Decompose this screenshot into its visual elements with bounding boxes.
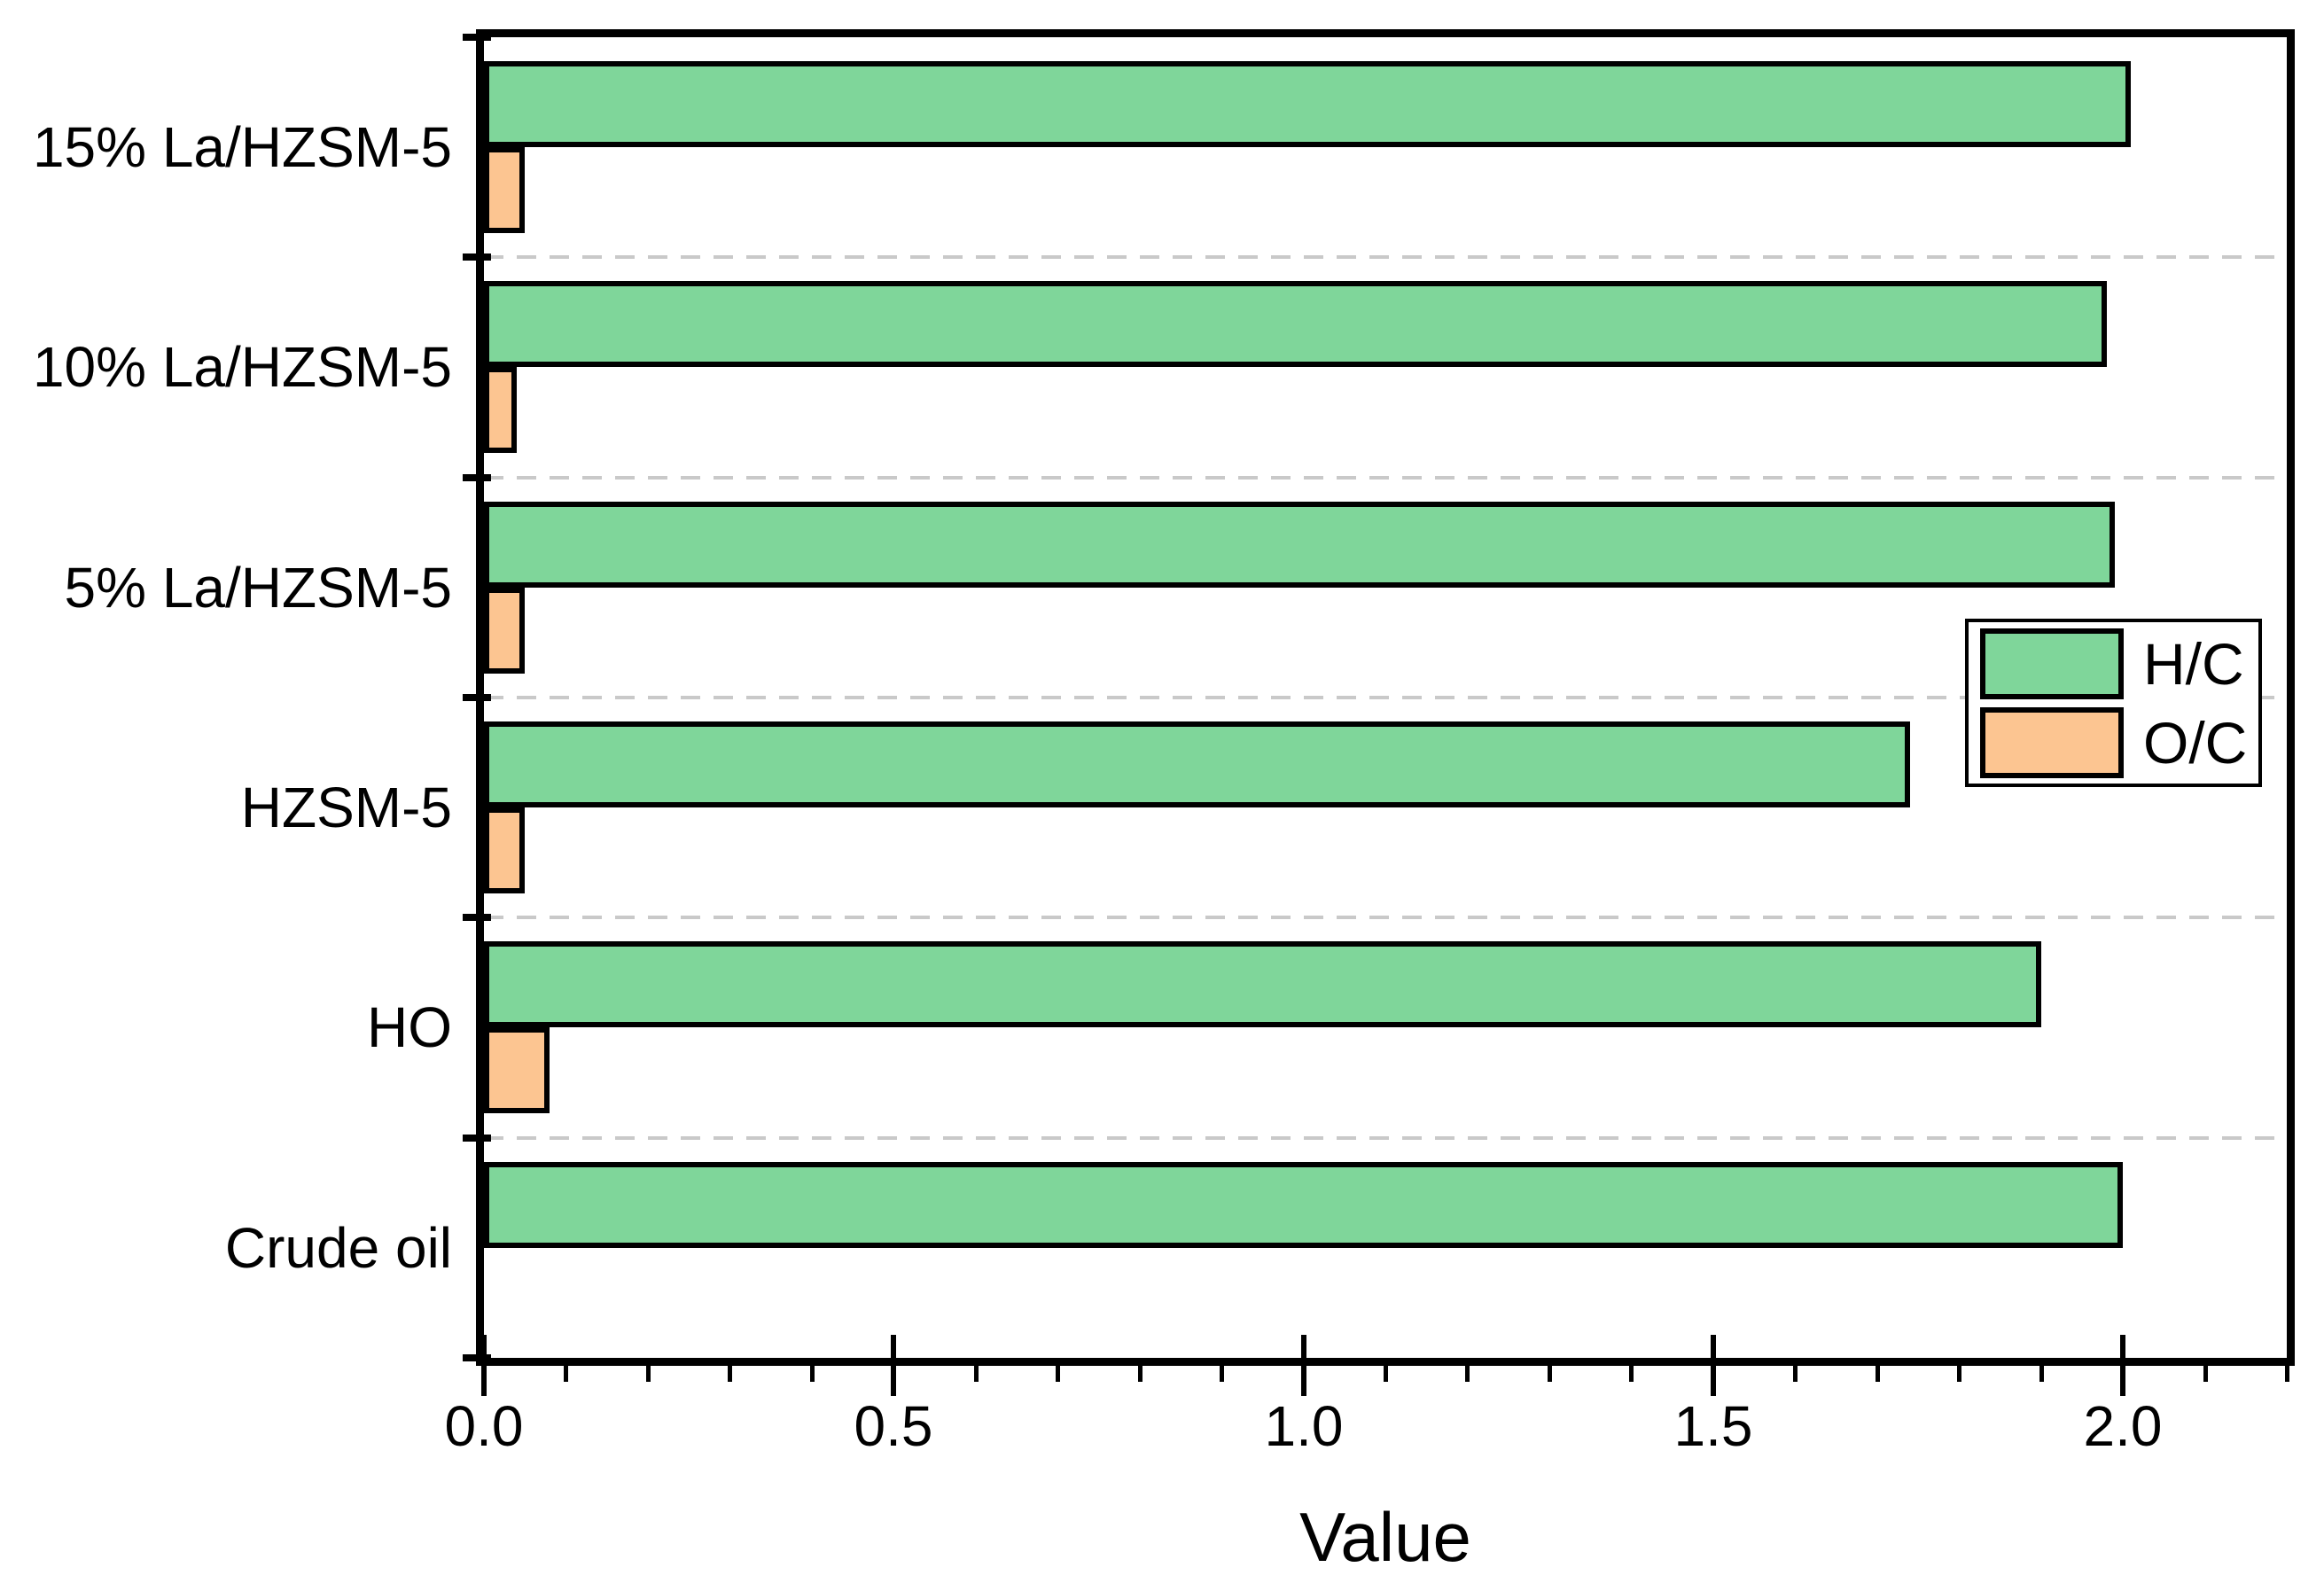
category-separator-gridline: [484, 475, 2287, 480]
x-axis-tick-label: 0.5: [854, 1394, 933, 1458]
x-axis-major-tick-inner: [891, 1335, 896, 1358]
x-axis-major-tick: [891, 1366, 896, 1396]
x-axis-minor-tick: [1957, 1366, 1961, 1382]
x-axis-minor-tick: [2203, 1366, 2208, 1382]
legend-item: O/C: [1980, 706, 2248, 778]
hc-bar: [484, 501, 2115, 588]
y-axis-tick: [463, 253, 491, 261]
x-axis-minor-tick: [1056, 1366, 1060, 1382]
oc-bar: [484, 587, 525, 674]
legend-swatch-hc: [1980, 628, 2124, 699]
x-axis-title: Value: [1299, 1498, 1471, 1576]
legend-label: O/C: [2143, 709, 2248, 776]
oc-bar: [484, 807, 525, 893]
category-separator-gridline: [484, 1135, 2287, 1140]
x-axis-minor-tick: [1465, 1366, 1470, 1382]
category-separator-gridline: [484, 696, 2287, 699]
x-axis-minor-tick: [1629, 1366, 1634, 1382]
legend: H/C O/C: [1965, 619, 2262, 787]
y-axis-tick: [463, 914, 491, 921]
x-axis-minor-tick: [2039, 1366, 2044, 1382]
category-label: 15% La/HZSM-5: [32, 115, 452, 179]
x-axis-minor-tick: [564, 1366, 568, 1382]
x-axis-major-tick-inner: [1301, 1335, 1306, 1358]
category-separator-gridline: [484, 916, 2287, 920]
x-axis-minor-tick: [1793, 1366, 1798, 1382]
x-axis-major-tick: [1711, 1366, 1716, 1396]
y-axis-tick: [463, 694, 491, 701]
x-axis-minor-tick: [810, 1366, 815, 1382]
category-label: 5% La/HZSM-5: [64, 555, 452, 620]
y-axis-tick: [463, 474, 491, 481]
category-separator-gridline: [484, 255, 2287, 260]
x-axis-minor-tick: [1876, 1366, 1880, 1382]
x-axis-minor-tick: [646, 1366, 651, 1382]
x-axis-major-tick-inner: [1711, 1335, 1716, 1358]
hc-bar: [484, 281, 2107, 368]
x-axis-major-tick: [1301, 1366, 1306, 1396]
hc-bar: [484, 61, 2131, 147]
legend-item: H/C: [1980, 628, 2247, 699]
oc-bar: [484, 367, 517, 454]
x-axis-tick-label: 2.0: [2083, 1394, 2163, 1458]
hc-bar: [484, 1161, 2123, 1248]
x-axis-minor-tick: [728, 1366, 732, 1382]
oc-bar: [484, 1027, 550, 1114]
y-axis-tick: [463, 1135, 491, 1142]
oc-bar: [484, 147, 525, 233]
plot-area: [481, 37, 2287, 1358]
x-axis-minor-tick: [974, 1366, 979, 1382]
category-label: 10% La/HZSM-5: [32, 335, 452, 400]
x-axis-major-tick: [2120, 1366, 2125, 1396]
y-axis-tick: [463, 1354, 491, 1361]
category-label: HZSM-5: [240, 776, 452, 839]
category-label: HO: [367, 995, 452, 1060]
hc-bar: [484, 941, 2041, 1028]
category-label: Crude oil: [224, 1215, 452, 1280]
legend-label: H/C: [2143, 630, 2244, 697]
x-axis-tick-label: 1.5: [1673, 1394, 1753, 1458]
legend-swatch-oc: [1980, 706, 2124, 778]
x-axis-major-tick: [481, 1366, 487, 1396]
x-axis-tick-label: 1.0: [1264, 1394, 1344, 1458]
x-axis-major-tick-inner: [2120, 1335, 2125, 1358]
x-axis-major-tick-inner: [481, 1335, 487, 1358]
x-axis-minor-tick: [1548, 1366, 1552, 1382]
x-axis-minor-tick: [1220, 1366, 1224, 1382]
x-axis-minor-tick: [1138, 1366, 1143, 1382]
x-axis-minor-tick: [2285, 1366, 2289, 1382]
x-axis-tick-label: 0.0: [444, 1394, 524, 1458]
y-axis-tick: [463, 34, 491, 41]
x-axis-minor-tick: [1384, 1366, 1388, 1382]
hc-bar: [484, 721, 1910, 807]
